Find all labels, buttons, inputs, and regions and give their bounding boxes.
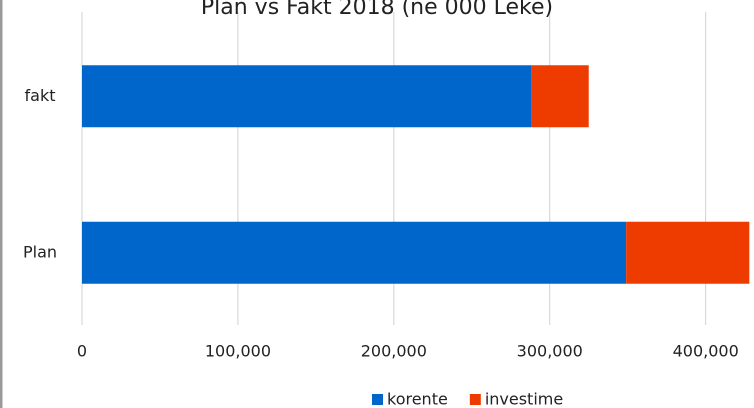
legend-swatch	[469, 394, 481, 405]
bar-segment	[82, 65, 532, 128]
x-tick-label: 100,000	[205, 342, 271, 361]
y-tick-label: fakt	[25, 86, 56, 105]
x-tick-label: 0	[77, 342, 87, 361]
chart-title: Plan vs Fakt 2018 (ne 000 Leke)	[201, 0, 553, 20]
x-tick-label: 300,000	[517, 342, 583, 361]
legend-label: investime	[485, 390, 563, 408]
bar-segment	[82, 221, 627, 284]
bars	[82, 65, 750, 284]
x-tick-label: 200,000	[361, 342, 427, 361]
x-tick-label: 400,000	[673, 342, 739, 361]
y-tick-label: Plan	[23, 242, 57, 261]
bar-segment	[626, 221, 750, 284]
legend-label: korente	[387, 390, 448, 408]
legend-swatch	[372, 394, 383, 405]
bar-segment	[531, 65, 589, 128]
